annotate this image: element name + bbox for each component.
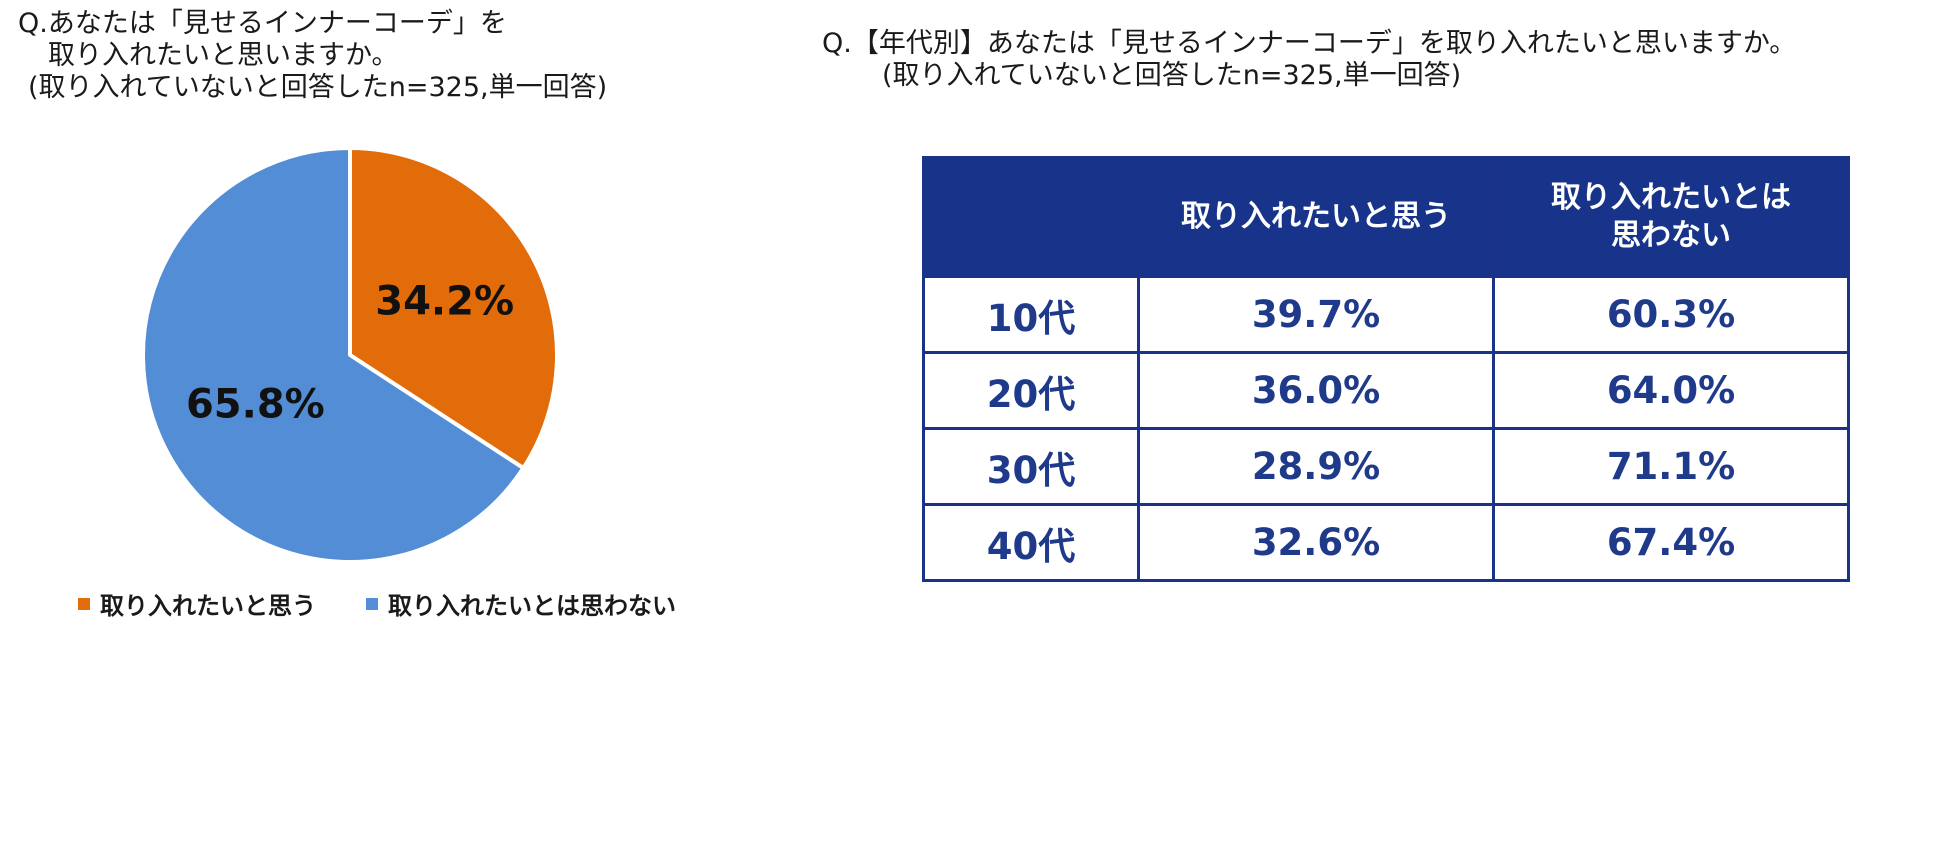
header-not-want: 取り入れたいとは 思わない	[1492, 156, 1850, 278]
table-row: 20代 36.0% 64.0%	[922, 351, 1850, 430]
row-want-value: 28.9%	[1137, 427, 1495, 506]
row-age: 20代	[922, 351, 1140, 430]
pie-chart-title: Q.あなたは「見せるインナーコーデ」を 取り入れたいと思いますか。 (取り入れて…	[18, 8, 607, 104]
legend-item-not-want: 取り入れたいとは思わない	[366, 586, 676, 621]
table-title-line2: (取り入れていないと回答したn=325,単一回答)	[882, 60, 1462, 91]
table-row: 40代 32.6% 67.4%	[922, 503, 1850, 582]
pie-title-line3: (取り入れていないと回答したn=325,単一回答)	[28, 72, 608, 103]
pie-slice-not-want	[141, 146, 526, 564]
row-want-value: 36.0%	[1137, 351, 1495, 430]
pie-label-want: 34.2%	[375, 279, 514, 325]
pie-legend: 取り入れたいと思う 取り入れたいとは思わない	[78, 586, 726, 621]
header-want: 取り入れたいと思う	[1137, 156, 1495, 278]
pie-label-not-want: 65.8%	[186, 381, 325, 427]
row-not-want-value: 67.4%	[1492, 503, 1850, 582]
row-not-want-value: 60.3%	[1492, 275, 1850, 354]
row-age: 10代	[922, 275, 1140, 354]
legend-swatch-want	[78, 597, 90, 610]
table-title-line1: Q.【年代別】あなたは「見せるインナーコーデ」を取り入れたいと思いますか。	[822, 28, 1797, 59]
age-breakdown-table: 取り入れたいと思う 取り入れたいとは 思わない 10代 39.7% 60.3% …	[922, 156, 1850, 582]
row-want-value: 32.6%	[1137, 503, 1495, 582]
row-age: 40代	[922, 503, 1140, 582]
table-row: 10代 39.7% 60.3%	[922, 275, 1850, 354]
table-header-row: 取り入れたいと思う 取り入れたいとは 思わない	[922, 156, 1850, 278]
row-not-want-value: 64.0%	[1492, 351, 1850, 430]
pie-title-line1: Q.あなたは「見せるインナーコーデ」を	[18, 8, 507, 39]
pie-chart: 34.2% 65.8%	[141, 146, 559, 564]
row-not-want-value: 71.1%	[1492, 427, 1850, 506]
row-age: 30代	[922, 427, 1140, 506]
pie-title-line2: 取り入れたいと思いますか。	[48, 40, 399, 71]
header-age	[922, 156, 1140, 278]
row-want-value: 39.7%	[1137, 275, 1495, 354]
table-row: 30代 28.9% 71.1%	[922, 427, 1850, 506]
legend-label-not-want: 取り入れたいとは思わない	[388, 592, 676, 620]
table-title: Q.【年代別】あなたは「見せるインナーコーデ」を取り入れたいと思いますか。 (取…	[822, 28, 1796, 92]
legend-label-want: 取り入れたいと思う	[100, 592, 316, 620]
legend-item-want: 取り入れたいと思う	[78, 586, 316, 621]
legend-swatch-not-want	[366, 597, 378, 610]
